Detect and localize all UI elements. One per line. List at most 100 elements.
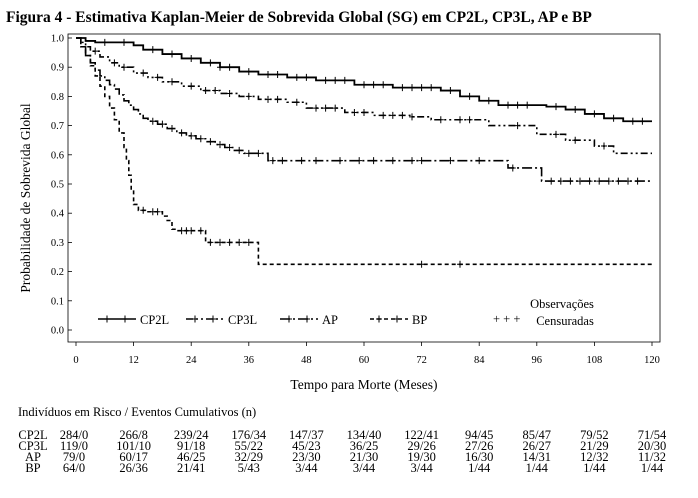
legend-censor-mark [286,315,292,323]
censor-mark-ap [279,157,286,165]
censor-mark-cp3l [457,116,463,124]
censor-mark-ap [389,157,396,165]
legend-censor-mark [210,315,216,323]
censor-mark-bp [207,238,214,246]
censor-mark-cp2l [572,106,579,114]
censor-mark-bp [226,238,233,246]
censor-mark-cp3l [380,111,387,119]
x-tick-label: 36 [244,355,255,366]
legend-label-cp3l: CP3L [228,313,257,327]
censor-mark-ap [447,157,454,165]
censor-mark-cp2l [610,114,617,122]
risk-cell: 85/47 [523,428,551,442]
y-tick-label: 0.6 [51,150,64,161]
censor-mark-ap [615,177,622,185]
risk-cell: 26/36 [119,461,147,475]
y-tick-label: 0.2 [51,267,64,278]
censor-mark-cp3l [274,95,281,103]
censor-mark-cp3l [92,47,99,55]
risk-cell: 16/30 [465,450,493,464]
risk-cell: 26/27 [523,439,551,453]
risk-cell: 27/26 [465,439,493,453]
series-cp3l [76,37,652,155]
censor-mark-bp [418,260,425,268]
censor-mark-ap [509,164,516,172]
censor-mark-cp3l [265,95,271,103]
censor-mark-bp [154,208,161,216]
censor-mark-cp3l [389,111,396,119]
censor-mark-cp3l [399,111,406,119]
censor-mark-cp3l [409,113,415,121]
censor-mark-cp3l [111,59,118,67]
legend-censor-mark [122,315,128,323]
censor-mark-ap [337,157,343,165]
censor-mark-ap [217,141,223,149]
censor-legend-line1: Observações [530,297,594,311]
censor-mark-cp2l [399,84,406,92]
censor-mark-cp3l [322,104,329,112]
risk-cell: 1/44 [526,461,549,475]
legend-label-bp: BP [412,313,427,327]
censor-mark-bp [188,227,195,235]
legend-censor-mark [394,315,400,323]
x-tick-label: 120 [644,355,660,366]
risk-cell: 20/30 [638,439,666,453]
censor-mark-ap [245,149,252,157]
series-line-cp2l [76,37,652,123]
censor-mark-cp2l [418,84,425,92]
censor-mark-cp2l [322,76,329,84]
censor-mark-bp [197,227,204,235]
censor-mark-cp3l [514,122,521,130]
censor-mark-cp2l [217,63,223,71]
risk-cell: 147/37 [289,428,324,442]
censor-mark-ap [567,177,574,185]
y-tick-label: 0.8 [51,92,64,103]
censor-mark-cp2l [293,73,300,81]
censor-mark-ap [577,177,583,185]
censor-mark-ap [418,157,425,165]
censor-mark-cp3l [332,104,339,112]
series-line-cp3l [76,37,652,155]
censor-mark-ap [178,129,185,137]
censor-legend-line2: Censuradas [536,314,594,328]
censor-mark-cp3l [226,89,233,97]
censor-mark-ap [169,125,175,133]
censor-mark-cp2l [226,63,233,71]
risk-cell: 176/34 [231,428,266,442]
censor-mark-ap [625,177,631,185]
censor-mark-cp2l [169,50,175,58]
risk-cell: 134/40 [347,428,382,442]
legend-censor-mark [192,315,198,323]
risk-cell: 239/24 [174,428,209,442]
risk-cell: 45/23 [292,439,320,453]
risk-cell: 14/31 [523,450,551,464]
legend-label-cp2l: CP2L [140,313,169,327]
censor-mark-cp2l [303,73,310,81]
censor-mark-cp2l [361,81,367,89]
risk-cell: 79/52 [580,428,608,442]
risk-cell: 1/44 [641,461,664,475]
censor-mark-ap [159,120,166,128]
censor-mark-ap [634,177,641,185]
series-ap [76,37,652,185]
risk-cell: 21/41 [177,461,205,475]
censor-mark-ap [197,135,204,143]
x-tick-label: 24 [186,355,197,366]
risk-row-label: AP [25,450,41,464]
censor-mark-bp [140,206,147,214]
censor-mark-cp2l [101,38,108,46]
x-tick-label: 12 [128,355,139,366]
censor-mark-cp2l [207,59,214,67]
y-tick-label: 0.4 [51,209,65,220]
censor-mark-cp2l [485,97,492,105]
plot-frame [67,33,661,343]
censor-mark-bp [245,238,252,246]
x-tick-label: 0 [73,355,78,366]
censor-mark-cp3l [140,69,147,77]
legend-censor-mark [304,315,310,323]
y-tick-label: 0.5 [51,180,64,191]
risk-cell: 3/44 [295,461,318,475]
censor-mark-cp2l [591,110,598,118]
censor-mark-ap [149,117,156,125]
censor-mark-cp3l [212,87,219,95]
